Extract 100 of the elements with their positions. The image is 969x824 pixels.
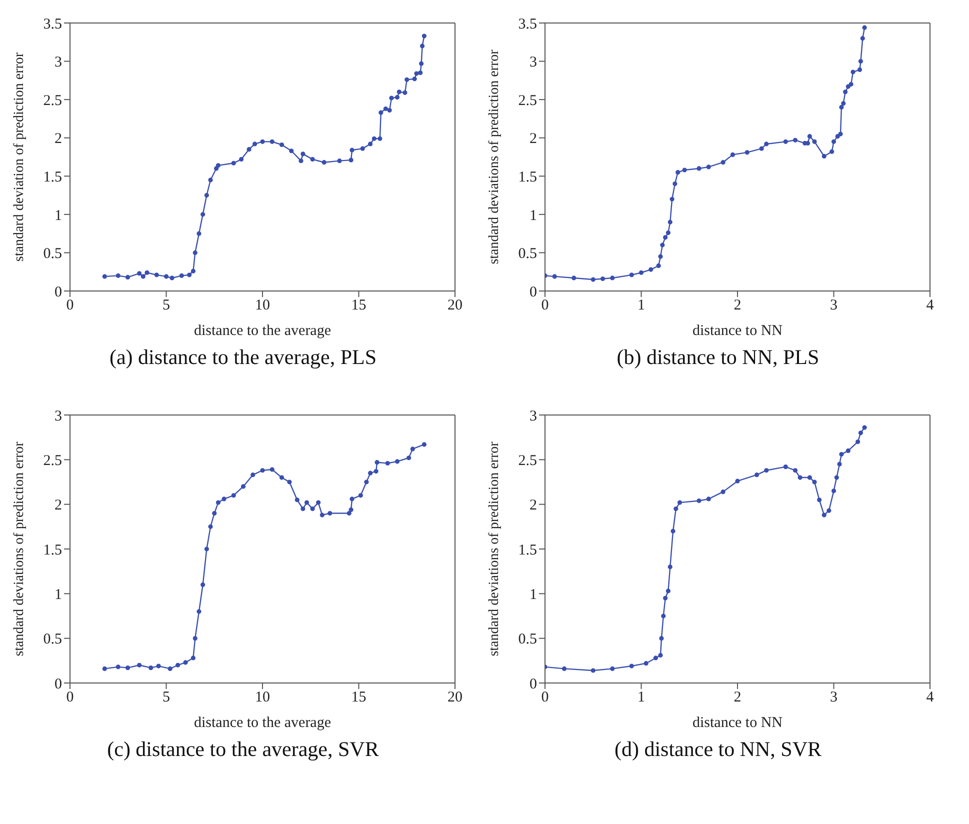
point	[200, 582, 206, 588]
point	[418, 70, 423, 76]
point	[389, 96, 394, 100]
y-tick-label: 3	[530, 408, 537, 424]
point	[231, 160, 236, 166]
point	[663, 596, 668, 600]
point	[830, 149, 834, 154]
point	[858, 430, 863, 436]
point	[856, 440, 860, 444]
x-tick-label: 1	[638, 690, 645, 706]
point	[658, 254, 663, 259]
point	[304, 500, 310, 505]
point	[807, 134, 812, 139]
x-tick-label: 2	[734, 690, 742, 706]
y-axis-title: standard deviation of prediction error	[12, 52, 27, 262]
point	[822, 512, 826, 518]
y-tick-label: 0	[54, 676, 62, 692]
point	[834, 475, 839, 480]
point	[862, 425, 867, 430]
point	[196, 231, 202, 236]
point	[154, 272, 159, 278]
point	[346, 510, 352, 516]
y-tick-label: 1	[530, 208, 537, 224]
x-tick-label: 10	[255, 690, 270, 706]
point	[204, 546, 209, 552]
point	[116, 664, 120, 670]
point	[208, 178, 213, 182]
x-tick-label: 4	[926, 298, 934, 314]
point	[170, 276, 174, 280]
point	[848, 82, 854, 87]
point	[378, 136, 382, 141]
point	[125, 274, 130, 280]
point	[164, 274, 169, 279]
point	[839, 104, 844, 110]
point	[372, 136, 376, 141]
point	[260, 139, 265, 144]
y-tick-label: 0	[530, 676, 537, 692]
point	[212, 510, 217, 516]
text: (b) distance to NN, PLS	[616, 345, 820, 370]
y-tick-label: 1.5	[43, 542, 62, 558]
point	[260, 468, 265, 473]
y-tick-label: 3	[54, 54, 62, 71]
point	[648, 267, 654, 272]
y-tick-label: 3	[54, 408, 62, 424]
point	[850, 70, 856, 74]
point	[216, 163, 221, 168]
text: (c) distance to the average, SVR	[107, 737, 379, 762]
point	[696, 166, 702, 171]
point	[412, 76, 417, 82]
point	[841, 101, 846, 106]
y-axis-title: standard deviations of prediction error	[486, 441, 502, 656]
point	[831, 139, 836, 144]
point	[590, 277, 596, 282]
point	[396, 90, 402, 94]
point	[831, 488, 836, 494]
point	[394, 94, 400, 100]
point	[822, 154, 826, 159]
text: (d) distance to NN, SVR	[614, 737, 822, 762]
x-tick-label: 3	[830, 690, 838, 706]
point	[156, 664, 161, 668]
point	[200, 212, 206, 217]
point	[660, 242, 665, 248]
y-axis-title: standard deviations of prediction error	[486, 49, 502, 264]
point	[644, 661, 648, 666]
point	[222, 496, 226, 502]
y-tick-label: 2	[530, 498, 537, 514]
point	[316, 500, 321, 505]
point	[387, 108, 392, 113]
point	[656, 263, 661, 268]
point	[590, 668, 596, 673]
point	[668, 564, 672, 570]
point	[252, 142, 258, 146]
point	[239, 156, 244, 162]
point	[360, 146, 365, 151]
point	[677, 500, 682, 505]
x-tick-label: 0	[66, 298, 74, 314]
point	[807, 475, 812, 480]
point	[862, 25, 867, 30]
point	[629, 664, 634, 668]
point	[422, 442, 426, 447]
point	[322, 160, 326, 165]
point	[658, 653, 663, 658]
point	[383, 106, 388, 112]
point	[826, 508, 832, 513]
point	[216, 500, 221, 505]
point	[148, 666, 154, 670]
point	[706, 164, 711, 170]
x-tick-label: 4	[926, 690, 934, 706]
point	[179, 273, 184, 278]
point	[208, 524, 213, 529]
point	[754, 472, 760, 478]
point	[783, 464, 788, 470]
point	[337, 158, 342, 164]
y-tick-label: 0.5	[518, 632, 537, 648]
point	[857, 67, 862, 72]
x-tick-label: 5	[162, 690, 170, 706]
point	[246, 147, 252, 152]
point	[192, 250, 198, 256]
point	[137, 662, 142, 668]
text: (a) distance to the average, PLS	[109, 345, 377, 370]
